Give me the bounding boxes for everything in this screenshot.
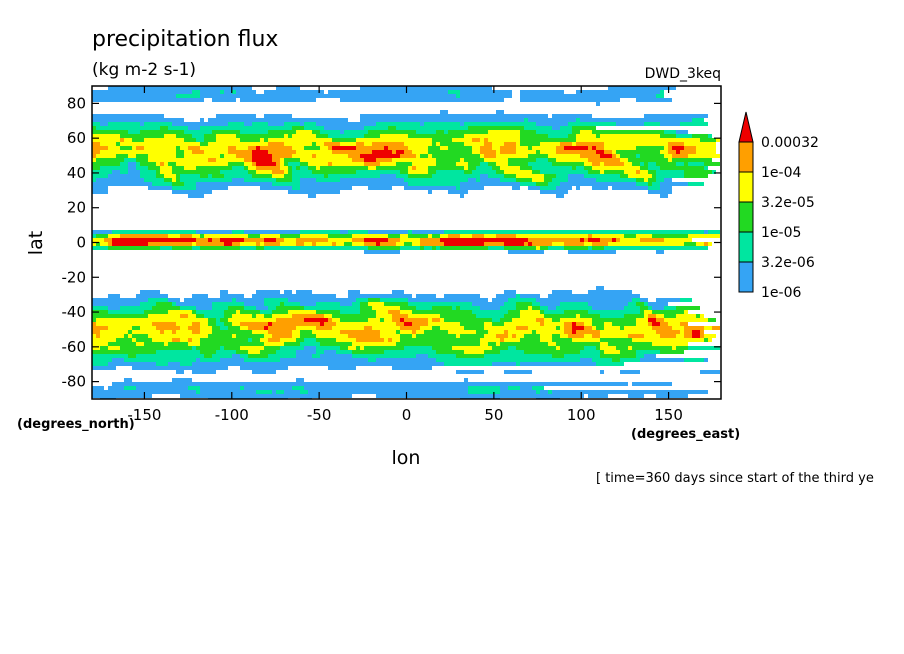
y-tick-label: -40 xyxy=(62,303,87,321)
y-tick-label: 0 xyxy=(76,234,86,252)
colorbar: 1e-06 3.2e-06 1e-05 3.2e-05 1e-04 0.00032 xyxy=(738,111,819,301)
dataset-label: DWD_3keq xyxy=(645,66,721,82)
colorbar-arrow xyxy=(738,111,754,143)
x-axis-label: lon xyxy=(392,447,421,469)
chart-title: precipitation flux xyxy=(92,27,278,52)
y-axis-label: lat xyxy=(25,231,47,255)
chart-subtitle: (kg m-2 s-1) xyxy=(92,60,196,80)
x-tick-label: 50 xyxy=(484,406,503,424)
y-tick-label: 20 xyxy=(67,199,86,217)
colorbar-swatch xyxy=(738,261,754,293)
x-tick-label: 100 xyxy=(567,406,596,424)
colorbar-label: 0.00032 xyxy=(761,135,819,151)
x-tick-label: -150 xyxy=(127,406,161,424)
y-tick-label: 80 xyxy=(67,94,86,112)
colorbar-label: 1e-04 xyxy=(761,165,801,181)
x-tick-label: 150 xyxy=(654,406,683,424)
y-tick-label: -80 xyxy=(62,373,87,391)
colorbar-swatch xyxy=(738,171,754,203)
x-tick-label: -100 xyxy=(215,406,249,424)
y-tick-label: -60 xyxy=(62,338,87,356)
y-axis: 80 60 40 20 0 -20 -40 -60 -80 xyxy=(62,94,721,391)
x-axis: -150 -100 -50 0 50 100 150 xyxy=(127,86,683,424)
x-tick-label: -50 xyxy=(307,406,332,424)
colorbar-swatch xyxy=(738,201,754,233)
y-tick-label: 40 xyxy=(67,164,86,182)
y-units-label: (degrees_north) xyxy=(17,417,135,432)
colorbar-label: 3.2e-06 xyxy=(761,255,815,271)
y-tick-label: -20 xyxy=(62,268,87,286)
x-tick-label: 0 xyxy=(402,406,412,424)
y-tick-label: 60 xyxy=(67,129,86,147)
x-units-label: (degrees_east) xyxy=(631,427,740,442)
colorbar-swatch xyxy=(738,141,754,173)
colorbar-label: 1e-05 xyxy=(761,225,801,241)
colorbar-label: 1e-06 xyxy=(761,285,801,301)
colorbar-label: 3.2e-05 xyxy=(761,195,815,211)
precip-field xyxy=(92,86,720,399)
footnote: [ time=360 days since start of the third… xyxy=(596,471,874,486)
colorbar-swatch xyxy=(738,231,754,263)
